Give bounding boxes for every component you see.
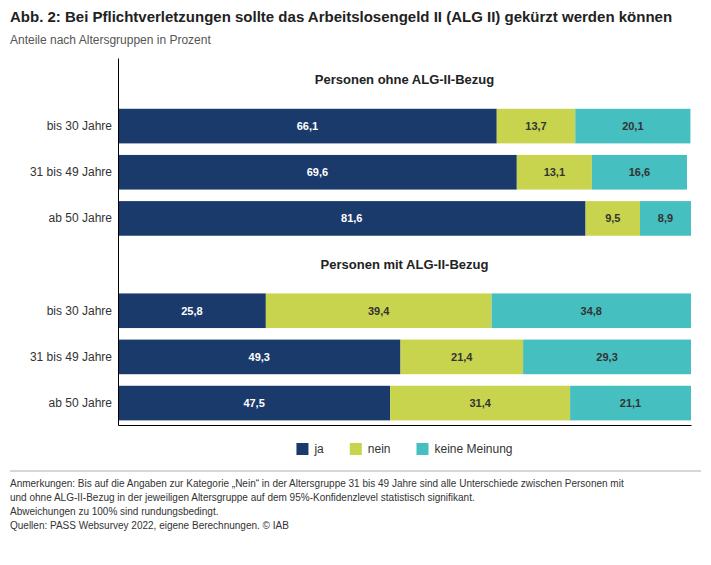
bar-segment <box>118 340 400 375</box>
data-label: 25,8 <box>181 305 202 317</box>
bar-segment <box>492 293 691 328</box>
data-label: 81,6 <box>341 212 362 224</box>
legend-label: keine Meinung <box>434 442 512 456</box>
legend-item: nein <box>350 442 391 456</box>
legend-label: nein <box>368 442 391 456</box>
bar-segment <box>592 155 687 190</box>
y-tick-label: bis 30 Jahre <box>47 119 113 133</box>
bar-segment <box>497 109 576 144</box>
y-tick: 31 bis 49 Jahre <box>30 165 112 179</box>
x-axis <box>119 425 692 426</box>
y-tick: bis 30 Jahre <box>47 304 113 318</box>
y-tick-label: ab 50 Jahre <box>49 396 113 410</box>
bar-segment <box>570 386 691 421</box>
bar-segment <box>640 201 691 236</box>
data-label: 13,7 <box>525 120 546 132</box>
data-label: 66,1 <box>297 120 318 132</box>
y-axis: bis 30 Jahre 31 bis 49 Jahre ab 50 Jahre bi… <box>30 59 119 426</box>
chart: Abb. 2: Bei Pflichtverletzungen sollte d… <box>0 0 711 565</box>
x-axis-line <box>119 425 692 426</box>
title: Abb. 2: Bei Pflichtverletzungen sollte d… <box>10 8 672 25</box>
legend: ja nein keine Meinung <box>296 442 512 456</box>
data-label: 9,5 <box>605 212 620 224</box>
data-label: 39,4 <box>368 305 390 317</box>
separator <box>10 471 701 472</box>
bar-segment <box>118 109 497 144</box>
bar-segment <box>118 155 517 190</box>
y-tick: ab 50 Jahre <box>49 211 113 225</box>
legend-item: ja <box>296 442 324 456</box>
footnote: Anmerkungen: Bis auf die Angaben zur Kat… <box>10 478 624 489</box>
y-tick: bis 30 Jahre <box>47 119 113 133</box>
group-header: Personen ohne ALG-II-Bezug <box>315 72 494 87</box>
bar-segment <box>523 340 691 375</box>
y-tick-label: 31 bis 49 Jahre <box>30 350 112 364</box>
bar-segment <box>517 155 592 190</box>
subtitle: Anteile nach Altersgruppen in Prozent <box>10 33 211 47</box>
bar-segment <box>266 293 492 328</box>
data-label: 47,5 <box>243 397 264 409</box>
data-label: 13,1 <box>544 166 565 178</box>
y-tick: ab 50 Jahre <box>49 396 113 410</box>
data-labels: 66,1 69,6 81,6 25,8 49,3 47,5 13,7 13,1 9,5 39,4 2… <box>181 120 673 409</box>
bar-segment <box>390 386 570 421</box>
footnote: und ohne ALG-II-Bezug in der jeweiligen … <box>10 492 475 503</box>
group-header: Personen mit ALG-II-Bezug <box>321 257 489 272</box>
data-label: 31,4 <box>469 397 491 409</box>
legend-swatch <box>350 443 362 455</box>
bar-segment <box>118 201 586 236</box>
data-label: 21,1 <box>620 397 641 409</box>
footnote: Abweichungen zu 100% sind rundungsbeding… <box>10 506 219 517</box>
legend-swatch <box>296 443 308 455</box>
y-tick-label: 31 bis 49 Jahre <box>30 165 112 179</box>
legend-label: ja <box>313 442 324 456</box>
data-label: 69,6 <box>307 166 328 178</box>
data-label: 8,9 <box>658 212 673 224</box>
data-label: 16,6 <box>629 166 650 178</box>
bar-segment <box>400 340 523 375</box>
y-tick-label: ab 50 Jahre <box>49 211 113 225</box>
bars <box>118 109 691 421</box>
legend-swatch <box>416 443 428 455</box>
data-label: 21,4 <box>451 351 473 363</box>
legend-item: keine Meinung <box>416 442 512 456</box>
y-axis-line <box>118 59 119 426</box>
data-label: 49,3 <box>249 351 270 363</box>
bar-segment <box>586 201 640 236</box>
data-label: 29,3 <box>596 351 617 363</box>
bar-segment <box>118 293 266 328</box>
footnote: Quellen: PASS Websurvey 2022, eigene Ber… <box>10 520 289 531</box>
bar-segment <box>575 109 690 144</box>
bar-segment <box>118 386 390 421</box>
data-label: 20,1 <box>622 120 643 132</box>
data-label: 34,8 <box>581 305 602 317</box>
y-tick-label: bis 30 Jahre <box>47 304 113 318</box>
y-tick: 31 bis 49 Jahre <box>30 350 112 364</box>
